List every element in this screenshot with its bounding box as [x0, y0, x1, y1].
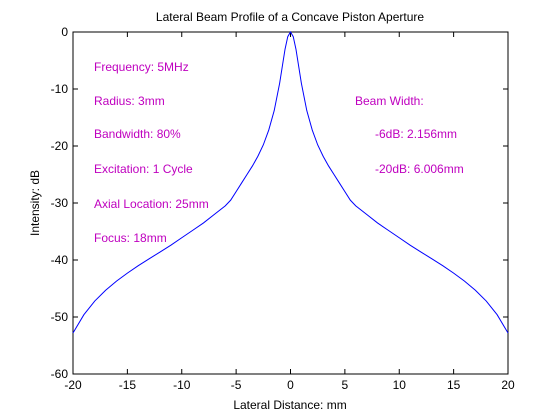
x-tick-label: 20 [501, 378, 515, 392]
x-axis-label: Lateral Distance: mm [233, 398, 346, 412]
annotation-beam-width-20db: -20dB: 6.006mm [375, 162, 464, 176]
annotation-bandwidth: Bandwidth: 80% [94, 127, 181, 141]
x-tick-label: -10 [173, 378, 191, 392]
annotation-beam-width-header: Beam Width: [355, 94, 424, 108]
x-tick-label: 10 [393, 378, 407, 392]
tick-labels: -20 -15 -10 -5 0 5 10 15 200-10-20-30-40-50-60 [51, 25, 515, 392]
y-tick-label: -30 [51, 196, 69, 210]
x-tick-label: -20 [64, 378, 82, 392]
annotation-excitation: Excitation: 1 Cycle [94, 162, 193, 176]
y-tick-label: -20 [51, 139, 69, 153]
annotation-focus: Focus: 18mm [94, 231, 167, 245]
annotation-frequency: Frequency: 5MHz [94, 60, 189, 74]
y-tick-label: -50 [51, 310, 69, 324]
series-line [72, 31, 509, 334]
annotation-axial-location: Axial Location: 25mm [94, 197, 209, 211]
x-tick-label: -15 [119, 378, 137, 392]
y-tick-label: 0 [61, 25, 68, 39]
annotation-beam-width-6db: -6dB: 2.156mm [375, 127, 457, 141]
y-tick-label: -10 [51, 82, 69, 96]
x-tick-label: -5 [231, 378, 242, 392]
annotation-radius: Radius: 3mm [94, 94, 165, 108]
plot-frame [72, 31, 509, 375]
chart-title: Lateral Beam Profile of a Concave Piston… [156, 10, 424, 24]
x-tick-label: 5 [342, 378, 349, 392]
y-tick-label: -60 [51, 367, 69, 381]
y-axis-label: Intensity: dB [28, 170, 42, 236]
x-tick-label: 15 [447, 378, 461, 392]
x-tick-label: 0 [287, 378, 294, 392]
y-tick-label: -40 [51, 253, 69, 267]
